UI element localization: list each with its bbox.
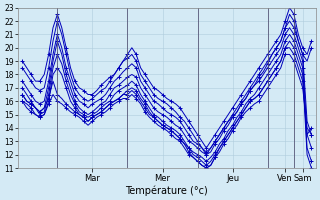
X-axis label: Température (°c): Température (°c) <box>125 185 208 196</box>
